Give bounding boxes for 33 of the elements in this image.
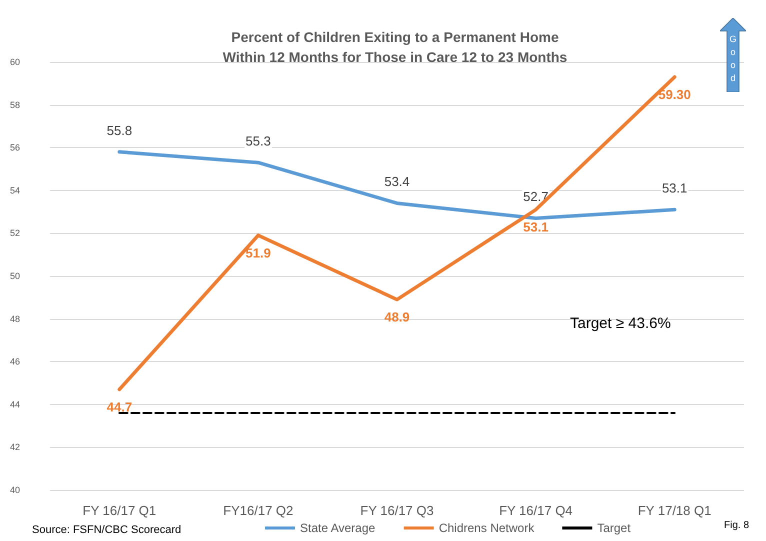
chart-title: Percent of Children Exiting to a Permanent Home Within 12 Months for Those in Care 12 to 23 Months (222, 29, 568, 65)
y-tick-label: 48 (10, 314, 20, 324)
y-tick-label: 44 (10, 399, 20, 410)
legend-label: Target (597, 521, 632, 535)
x-tick-label: FY 16/17 Q4 (499, 503, 573, 518)
data-label: 51.9 (246, 245, 271, 260)
y-tick-label: 46 (10, 356, 20, 367)
y-tick-label: 52 (10, 228, 20, 238)
data-label: 44.7 (106, 399, 132, 414)
y-tick-label: 56 (10, 142, 20, 153)
x-tick-label: FY 16/17 Q3 (360, 503, 434, 518)
annotation: Target ≥ 43.6% (570, 315, 671, 332)
legend-label: Chidrens Network (438, 521, 536, 535)
y-tick-label: 40 (10, 485, 20, 495)
y-tick-label: 50 (10, 271, 20, 281)
data-label: 55.8 (106, 122, 132, 138)
data-label: 53.4 (384, 174, 410, 190)
data-label: 48.9 (384, 310, 410, 325)
x-tick-label: FY 16/17 Q1 (82, 503, 156, 518)
x-tick-label: FY16/17 Q2 (223, 503, 294, 518)
data-label: 55.3 (246, 134, 271, 149)
data-label: 53.1 (523, 220, 548, 235)
annotation: Good (729, 33, 737, 85)
x-tick-label: FY 17/18 Q1 (638, 503, 712, 518)
y-tick-label: 42 (10, 442, 20, 452)
y-tick-label: 54 (10, 185, 20, 196)
y-tick-label: 58 (10, 100, 20, 110)
data-label: 53.1 (662, 180, 688, 196)
data-label: 52.7 (523, 189, 548, 204)
legend-label: State Average (300, 521, 376, 535)
caption: Fig. 8 (724, 520, 750, 531)
source-note: Source: FSFN/CBC Scorecard (32, 524, 182, 536)
y-tick-label: 60 (10, 57, 20, 67)
